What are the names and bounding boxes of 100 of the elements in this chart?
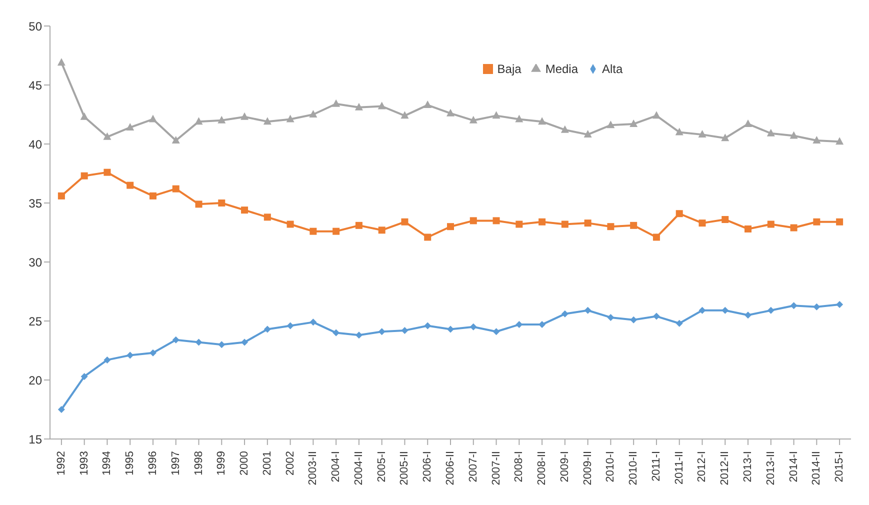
point — [332, 329, 340, 336]
x-tick-label: 2002 — [284, 451, 296, 476]
point — [722, 306, 729, 314]
x-tick-label: 2014-I — [788, 451, 800, 482]
point — [332, 228, 340, 235]
point — [722, 216, 729, 224]
point — [744, 119, 752, 127]
point — [767, 306, 774, 314]
point — [400, 111, 409, 119]
point — [652, 111, 660, 119]
point — [149, 349, 156, 356]
point — [58, 192, 65, 200]
x-tick-label: 2004-II — [352, 451, 365, 486]
point — [470, 323, 477, 330]
point — [790, 131, 798, 139]
y-tick-label: 50 — [28, 19, 42, 34]
point — [424, 234, 432, 241]
point — [401, 326, 408, 334]
x-tick-label: 2000 — [238, 451, 251, 476]
point — [790, 302, 798, 310]
x-tick-label: 2005-I — [376, 451, 388, 482]
point — [813, 303, 820, 310]
x-tick-label: 2011-II — [673, 451, 686, 484]
point — [310, 318, 317, 326]
point — [218, 116, 226, 124]
point — [148, 114, 157, 122]
point — [424, 322, 432, 330]
point — [492, 217, 500, 224]
point — [126, 352, 134, 359]
x-tick-label: 2004-I — [330, 451, 342, 482]
point — [172, 136, 180, 144]
point — [538, 117, 546, 125]
point — [126, 122, 134, 130]
x-tick-label: 2007-I — [467, 451, 480, 482]
point — [470, 217, 477, 224]
point — [584, 220, 592, 227]
point — [698, 130, 706, 138]
point — [240, 112, 249, 120]
point — [744, 312, 752, 319]
point — [676, 320, 683, 327]
x-tick-label: 1999 — [216, 451, 228, 476]
point — [607, 314, 614, 321]
x-tick-label: 1993 — [78, 451, 90, 476]
x-tick-label: 2008-I — [513, 451, 526, 482]
point — [286, 114, 294, 122]
x-tick-label: 2011-I — [650, 451, 662, 482]
point — [80, 112, 88, 120]
point — [286, 322, 294, 330]
point — [195, 338, 202, 346]
point — [492, 111, 500, 119]
point — [698, 306, 706, 314]
point — [766, 128, 775, 136]
point — [424, 100, 432, 108]
x-tick-label: 2007-II — [490, 451, 502, 486]
point — [104, 168, 111, 176]
point — [721, 134, 730, 142]
point — [378, 102, 386, 110]
x-tick-label: 1996 — [146, 451, 159, 476]
point — [836, 137, 844, 145]
point — [676, 210, 683, 218]
point — [607, 223, 614, 230]
x-tick-label: 2006-II — [444, 451, 456, 486]
x-tick-label: 2013-II — [764, 451, 777, 486]
x-tick-label: 2008-II — [536, 451, 548, 486]
point — [355, 222, 362, 229]
x-tick-label: 2009-I — [558, 451, 571, 482]
point — [104, 356, 111, 364]
y-tick-label: 45 — [28, 78, 42, 92]
point — [103, 132, 112, 140]
x-tick-label: 1995 — [124, 451, 136, 476]
x-tick-label: 2009-II — [582, 451, 594, 486]
x-tick-label: 2010-I — [604, 451, 617, 482]
point — [355, 332, 362, 339]
point — [652, 312, 660, 320]
x-tick-label: 2015-I — [834, 451, 846, 482]
y-tick-label: 35 — [28, 196, 42, 210]
point — [446, 108, 454, 116]
point — [813, 218, 820, 226]
point — [194, 117, 203, 125]
point — [378, 328, 386, 336]
point — [264, 326, 271, 333]
point — [310, 228, 317, 235]
point — [767, 220, 774, 228]
point — [790, 224, 798, 232]
point — [606, 120, 615, 128]
point — [560, 125, 569, 133]
y-tick-label: 25 — [28, 314, 42, 328]
point — [80, 372, 88, 380]
point — [218, 200, 226, 206]
point — [241, 338, 248, 346]
point — [126, 182, 134, 189]
point — [744, 225, 752, 232]
y-tick-label: 20 — [28, 373, 42, 388]
point — [149, 192, 156, 200]
point — [58, 406, 65, 413]
point — [469, 116, 478, 124]
point — [652, 234, 660, 241]
point — [698, 220, 706, 227]
point — [515, 114, 524, 122]
point — [630, 119, 638, 127]
